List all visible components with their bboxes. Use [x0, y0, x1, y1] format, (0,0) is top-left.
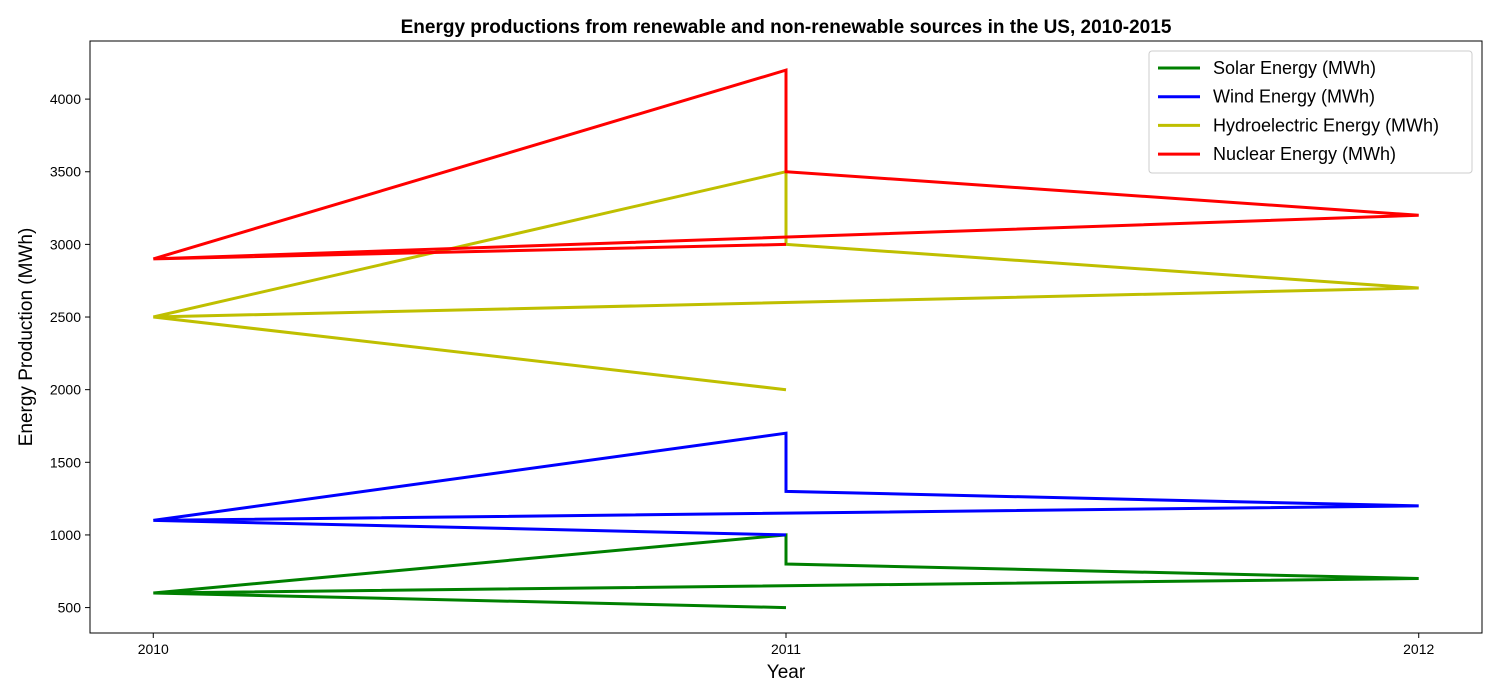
series-line-wind	[153, 431, 1419, 537]
x-tick-label: 2010	[138, 641, 169, 657]
y-tick-label: 2500	[50, 309, 81, 325]
x-tick-label: 2012	[1403, 641, 1434, 657]
series-line-solar	[153, 533, 1419, 610]
series-line-nuclear	[152, 68, 1419, 261]
legend-label-hydroelectric: Hydroelectric Energy (MWh)	[1213, 115, 1439, 135]
series-line-hydroelectric	[152, 169, 1419, 392]
x-axis: 2010 2011 2012	[138, 633, 1435, 657]
x-axis-label: Year	[767, 662, 806, 683]
y-axis: 500 1000 1500 2000 2500 3000 3500 4000	[50, 91, 90, 616]
chart-title: Energy productions from renewable and no…	[401, 17, 1172, 38]
plot-lines	[152, 68, 1419, 610]
y-tick-label: 3500	[50, 164, 81, 180]
y-tick-label: 3000	[50, 236, 81, 252]
y-tick-label: 1500	[50, 454, 81, 470]
y-tick-label: 4000	[50, 91, 81, 107]
legend-box	[1148, 50, 1473, 174]
legend-label-nuclear: Nuclear Energy (MWh)	[1213, 144, 1396, 164]
y-axis-label: Energy Production (MWh)	[16, 228, 37, 447]
x-tick-label: 2011	[771, 641, 801, 657]
y-tick-label: 2000	[50, 382, 81, 398]
y-tick-label: 500	[58, 600, 82, 616]
legend-label-wind: Wind Energy (MWh)	[1213, 87, 1375, 107]
y-tick-label: 1000	[50, 527, 81, 543]
legend: Solar Energy (MWh) Wind Energy (MWh) Hydro…	[1148, 50, 1473, 174]
legend-label-solar: Solar Energy (MWh)	[1213, 58, 1376, 78]
